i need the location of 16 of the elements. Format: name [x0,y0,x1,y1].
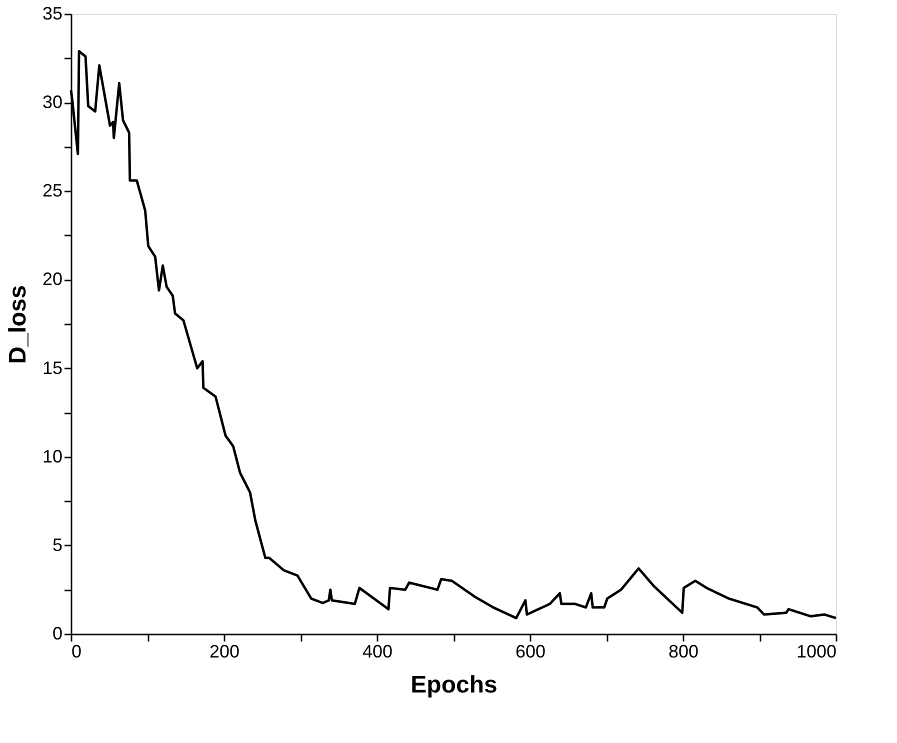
y-tick-label: 35 [42,4,62,24]
y-tick-label: 15 [42,358,62,378]
x-tick-label: 600 [515,642,546,662]
x-tick-label: 0 [72,642,82,662]
x-tick-label: 200 [209,642,240,662]
y-tick-label: 5 [52,534,62,555]
y-axis-title: D_loss [4,285,32,364]
x-tick-label: 1000 [796,642,836,662]
y-tick-label: 0 [52,624,62,644]
y-tick-label: 10 [42,446,62,466]
y-tick-label: 25 [42,180,62,201]
x-axis-title: Epochs [410,672,498,698]
y-tick-label: 30 [42,92,62,112]
x-tick-label: 400 [362,642,393,662]
x-tick-label: 800 [668,642,699,662]
y-tick-label: 20 [42,269,62,290]
